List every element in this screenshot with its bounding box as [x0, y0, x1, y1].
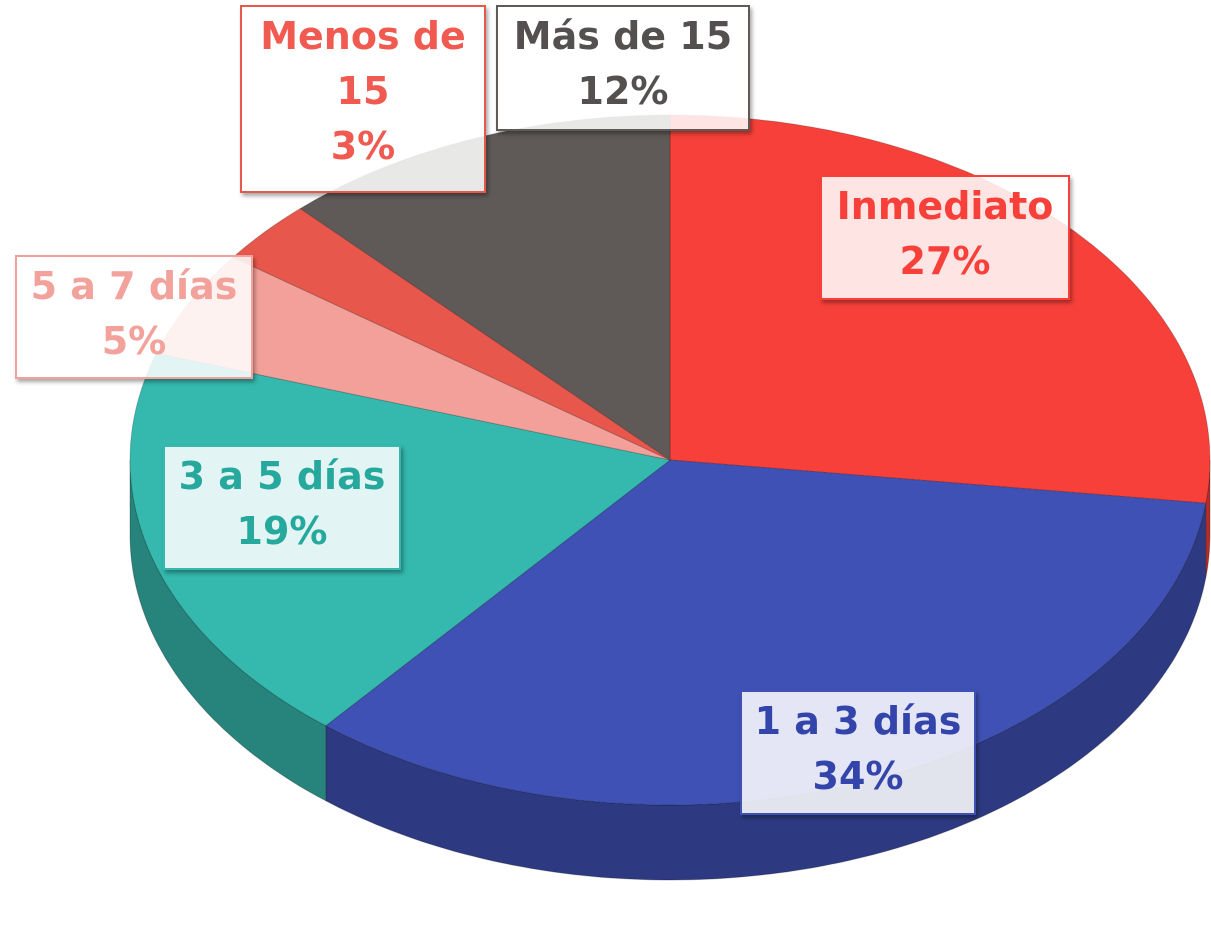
- slice: [232, 207, 671, 461]
- data-label: Más de 15 12%: [496, 5, 750, 131]
- category-label: Inmediato: [836, 184, 1054, 228]
- value-label: 3%: [330, 124, 396, 169]
- data-label: 5 a 7 días 5%: [15, 255, 253, 379]
- category-label: Menos de 15: [260, 14, 466, 114]
- data-label: 1 a 3 días 34%: [740, 690, 976, 815]
- value-label: 19%: [236, 509, 328, 554]
- data-label: 3 a 5 días 19%: [163, 445, 401, 570]
- category-label: 5 a 7 días: [30, 264, 238, 308]
- value-label: 12%: [577, 69, 669, 114]
- category-label: 3 a 5 días: [178, 454, 386, 498]
- category-label: 1 a 3 días: [754, 699, 962, 743]
- value-label: 5%: [101, 319, 167, 364]
- data-label: Menos de 15 3%: [240, 5, 486, 193]
- category-label: Más de 15: [513, 14, 733, 58]
- data-label: Inmediato 27%: [820, 175, 1070, 300]
- value-label: 27%: [899, 239, 991, 284]
- slice: [669, 114, 1211, 504]
- value-label: 34%: [812, 754, 904, 799]
